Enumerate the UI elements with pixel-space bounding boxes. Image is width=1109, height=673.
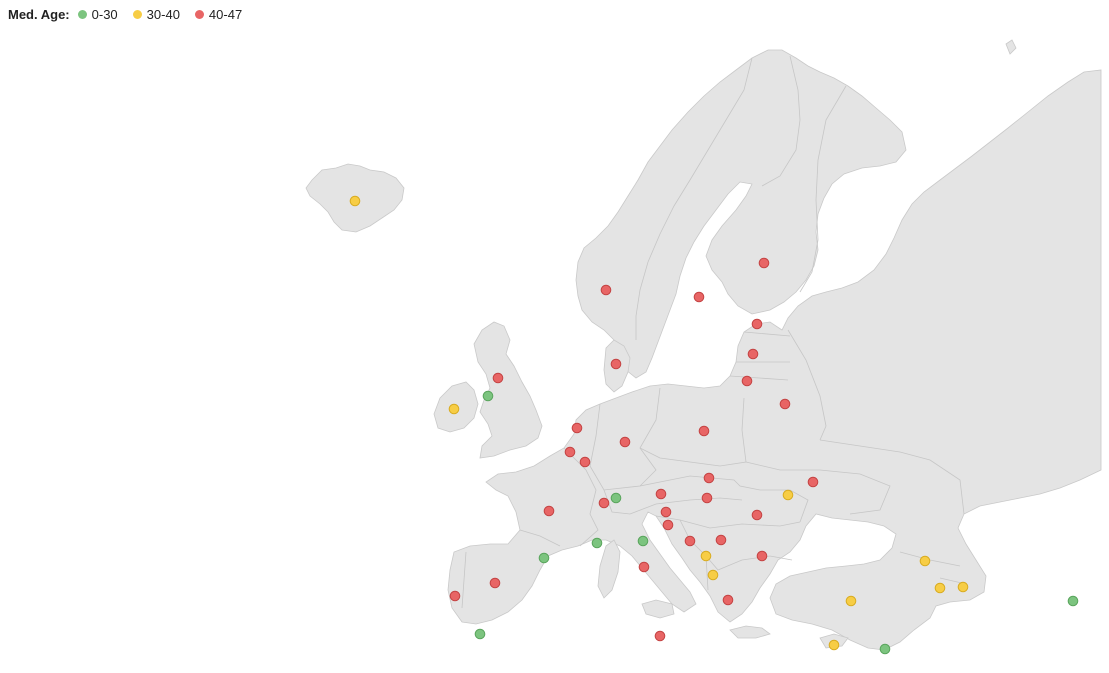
border-belarus (787, 329, 827, 441)
marker-denmark[interactable] (610, 358, 622, 370)
marker-layer (349, 195, 1079, 655)
legend-label: 40-47 (208, 7, 243, 22)
marker-lithuania[interactable] (741, 375, 753, 387)
border-norway-sweden (635, 57, 753, 340)
marker-kazakhstan-area[interactable] (1067, 595, 1079, 607)
marker-kosovo[interactable] (707, 569, 719, 581)
marker-iceland[interactable] (349, 195, 361, 207)
marker-bosnia[interactable] (715, 534, 727, 546)
marker-andorra[interactable] (538, 552, 550, 564)
marker-romania[interactable] (751, 509, 763, 521)
border-russia-east (819, 439, 965, 515)
marker-israel-area[interactable] (879, 643, 891, 655)
marker-bulgaria[interactable] (756, 550, 768, 562)
legend-swatch-yellow (132, 10, 142, 19)
legend-swatch-green (77, 10, 87, 19)
marker-cyprus[interactable] (828, 639, 840, 651)
border-baltics (729, 331, 791, 381)
border-iberia (461, 551, 467, 609)
marker-turkey[interactable] (845, 595, 857, 607)
land-sicily (641, 599, 675, 619)
marker-isle-of-man[interactable] (482, 390, 494, 402)
marker-netherlands[interactable] (571, 422, 583, 434)
marker-germany[interactable] (619, 436, 631, 448)
land-islet (1005, 39, 1017, 55)
marker-malta[interactable] (654, 630, 666, 642)
marker-belarus[interactable] (779, 398, 791, 410)
marker-ireland[interactable] (448, 403, 460, 415)
marker-gibraltar[interactable] (474, 628, 486, 640)
marker-czechia[interactable] (703, 472, 715, 484)
border-finland-russia (799, 85, 847, 293)
marker-finland[interactable] (758, 257, 770, 269)
marker-ukraine[interactable] (807, 476, 819, 488)
marker-sweden[interactable] (693, 291, 705, 303)
marker-armenia[interactable] (934, 582, 946, 594)
marker-san-marino[interactable] (637, 535, 649, 547)
marker-belgium[interactable] (564, 446, 576, 458)
legend-swatch-red (194, 10, 204, 19)
marker-spain[interactable] (489, 577, 501, 589)
legend: Med. Age: 0-30 30-40 40-47 (8, 7, 257, 22)
legend-item-0-30[interactable]: 0-30 (77, 7, 118, 22)
marker-greece[interactable] (722, 594, 734, 606)
marker-moldova[interactable] (782, 489, 794, 501)
marker-montenegro[interactable] (700, 550, 712, 562)
border-sweden-finland (761, 55, 801, 187)
border-central (603, 475, 809, 523)
legend-label: 30-40 (146, 7, 180, 22)
marker-italy[interactable] (638, 561, 650, 573)
border-poland (639, 387, 747, 467)
border-ukraine (745, 461, 891, 515)
land-great-britain (473, 321, 543, 459)
marker-norway[interactable] (600, 284, 612, 296)
marker-liechtenstein[interactable] (610, 492, 622, 504)
borders-layer (461, 55, 967, 609)
marker-georgia[interactable] (919, 555, 931, 567)
marker-france[interactable] (543, 505, 555, 517)
marker-poland[interactable] (698, 425, 710, 437)
marker-united-kingdom[interactable] (492, 372, 504, 384)
marker-slovenia[interactable] (662, 519, 674, 531)
land-crete (729, 625, 771, 639)
land-corsica-sardinia (597, 539, 621, 599)
legend-item-30-40[interactable]: 30-40 (132, 7, 180, 22)
marker-portugal[interactable] (449, 590, 461, 602)
marker-luxembourg[interactable] (579, 456, 591, 468)
marker-hungary[interactable] (655, 488, 667, 500)
marker-latvia[interactable] (747, 348, 759, 360)
legend-item-40-47[interactable]: 40-47 (194, 7, 243, 22)
marker-austria[interactable] (660, 506, 672, 518)
legend-label: 0-30 (91, 7, 118, 22)
marker-croatia[interactable] (684, 535, 696, 547)
marker-estonia[interactable] (751, 318, 763, 330)
marker-monaco[interactable] (591, 537, 603, 549)
marker-switzerland[interactable] (598, 497, 610, 509)
marker-azerbaijan[interactable] (957, 581, 969, 593)
legend-title: Med. Age: (8, 7, 70, 22)
marker-slovakia[interactable] (701, 492, 713, 504)
